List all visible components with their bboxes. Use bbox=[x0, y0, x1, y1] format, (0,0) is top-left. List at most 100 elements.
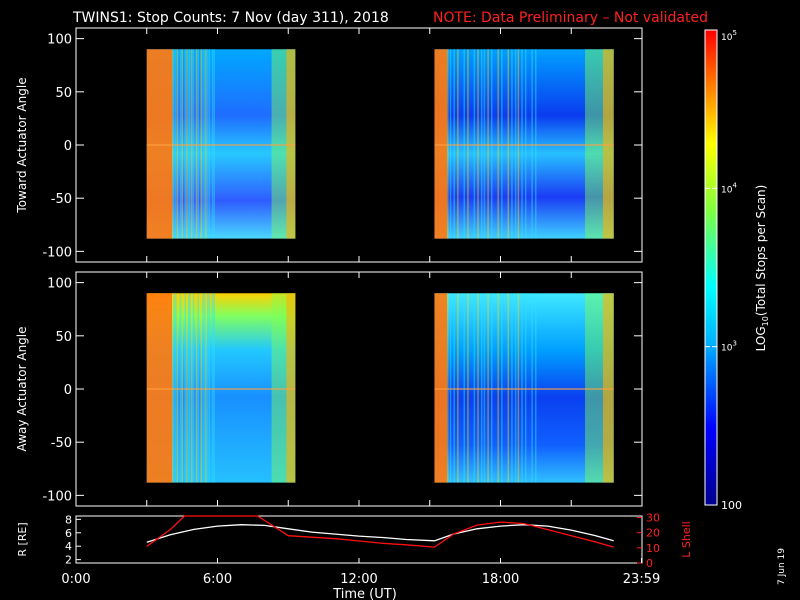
heatmap-streak bbox=[184, 49, 187, 239]
heatmap-streak bbox=[473, 293, 476, 483]
heatmap-streak bbox=[453, 293, 455, 483]
heatmap-streak bbox=[497, 49, 499, 239]
heatmap-streak bbox=[447, 49, 449, 239]
orbit-frame bbox=[75, 515, 643, 564]
heatmap-streak bbox=[480, 49, 483, 239]
heatmap-fill bbox=[434, 49, 614, 239]
heatmap-streak bbox=[535, 49, 537, 239]
heatmap-streak bbox=[200, 293, 202, 483]
heatmap-streak bbox=[187, 49, 190, 239]
y-tick-label: 50 bbox=[55, 86, 72, 101]
x-tick-label: 12:00 bbox=[340, 572, 377, 587]
heatmap-zero-band bbox=[434, 388, 614, 390]
heatmap-streak bbox=[176, 293, 179, 483]
heatmap-edge-band bbox=[146, 293, 173, 483]
heatmap-streak bbox=[535, 293, 537, 483]
heatmap-trail-edge bbox=[602, 293, 614, 483]
heatmap-streak bbox=[205, 49, 207, 239]
heatmap-streak bbox=[524, 293, 527, 483]
colorbar-tick-label: 105 bbox=[721, 29, 737, 43]
heatmap-streak bbox=[202, 49, 204, 239]
x-tick-label: 0:00 bbox=[61, 572, 90, 587]
heatmap-streak bbox=[457, 49, 459, 239]
heatmap-edge-band bbox=[434, 49, 448, 239]
heatmap-streak bbox=[189, 293, 191, 483]
right-tick-label: 20 bbox=[646, 527, 660, 540]
heatmap-streak bbox=[211, 293, 214, 483]
heatmap-zero-band bbox=[434, 144, 614, 146]
heatmap-streak bbox=[190, 49, 193, 239]
date-stamp: 7 Jun 19 bbox=[777, 548, 787, 585]
x-tick-label: 18:00 bbox=[482, 572, 519, 587]
left-tick-label: 2 bbox=[65, 554, 72, 567]
heatmap-streak bbox=[208, 293, 211, 483]
colorbar-tick-label: 103 bbox=[721, 340, 737, 354]
heatmap-segment bbox=[146, 293, 296, 483]
heatmap-trail-edge bbox=[602, 49, 614, 239]
heatmap-streak bbox=[187, 293, 190, 483]
heatmap-streak bbox=[511, 293, 513, 483]
heatmap-streak bbox=[497, 293, 499, 483]
colorbar: 100 103 104 105 LOG10(Total Stops per Scan) bbox=[704, 29, 770, 512]
heatmap-streak bbox=[521, 293, 523, 483]
heatmap-streak bbox=[487, 293, 489, 483]
heatmap-streak bbox=[213, 293, 215, 483]
heatmap-streak bbox=[208, 49, 211, 239]
heatmap-streak bbox=[463, 293, 466, 483]
heatmap-streak bbox=[206, 49, 209, 239]
left-axis-label: R [RE] bbox=[16, 522, 29, 556]
x-axis-label: Time (UT) bbox=[332, 587, 397, 600]
heatmap-streak bbox=[449, 293, 452, 483]
heatmap-streak bbox=[211, 49, 214, 239]
heatmap-segment bbox=[434, 293, 614, 483]
heatmap-streak bbox=[181, 293, 184, 483]
heatmap-streak bbox=[501, 293, 503, 483]
series-line-lshell bbox=[146, 515, 614, 548]
heatmap-streak bbox=[447, 293, 449, 483]
heatmap-streak bbox=[181, 49, 184, 239]
heatmap-streak bbox=[175, 293, 177, 483]
heatmap-streak bbox=[480, 293, 483, 483]
y-tick-label: -100 bbox=[42, 245, 72, 260]
heatmap-streak bbox=[173, 293, 175, 483]
heatmap-streak bbox=[467, 293, 469, 483]
series-line-rre bbox=[146, 524, 614, 543]
colorbar-bar bbox=[704, 29, 718, 506]
y-tick-label: 0 bbox=[64, 139, 72, 154]
heatmap-streak bbox=[172, 293, 174, 483]
heatmap-streak bbox=[449, 49, 452, 239]
heatmap-streak bbox=[205, 293, 207, 483]
heatmap-segment bbox=[434, 49, 614, 239]
right-tick-label: 30 bbox=[646, 512, 660, 525]
y-tick-label: 100 bbox=[47, 277, 72, 292]
heatmap-trail-edge bbox=[286, 49, 296, 239]
heatmap-streak bbox=[192, 49, 195, 239]
colorbar-tick-label: 104 bbox=[721, 181, 737, 195]
heatmap-streak bbox=[203, 293, 206, 483]
away-heatmap-panel: -100 -50 0 50 100 Away Actuator Angle bbox=[15, 271, 643, 507]
heatmap-streak bbox=[473, 49, 476, 239]
y-tick-label: 50 bbox=[55, 330, 72, 345]
y-axis-label: Away Actuator Angle bbox=[15, 326, 29, 451]
heatmap-streak bbox=[186, 49, 188, 239]
colorbar-tick-label: 100 bbox=[721, 499, 742, 512]
y-tick-label: -50 bbox=[51, 436, 72, 451]
heatmap-streak bbox=[531, 49, 533, 239]
heatmap-streak bbox=[200, 49, 202, 239]
heatmap-zero-band bbox=[146, 388, 296, 390]
heatmap-edge-band bbox=[146, 49, 173, 239]
heatmap-streak bbox=[453, 49, 455, 239]
heatmap-streak bbox=[179, 293, 182, 483]
heatmap-streak bbox=[173, 49, 175, 239]
y-tick-label: -50 bbox=[51, 192, 72, 207]
heatmap-streak bbox=[186, 293, 188, 483]
right-tick-label: 0 bbox=[646, 557, 653, 570]
heatmap-streak bbox=[487, 49, 489, 239]
heatmap-streak bbox=[192, 293, 195, 483]
toward-heatmap-panel: -100 -50 0 50 100 Toward Actuator Angle bbox=[15, 27, 643, 263]
x-tick-label: 23:59 bbox=[623, 572, 660, 587]
heatmap-streak bbox=[189, 49, 191, 239]
heatmap-edge-band bbox=[434, 293, 448, 483]
heatmap-streak bbox=[483, 49, 486, 239]
heatmap-streak bbox=[197, 49, 199, 239]
